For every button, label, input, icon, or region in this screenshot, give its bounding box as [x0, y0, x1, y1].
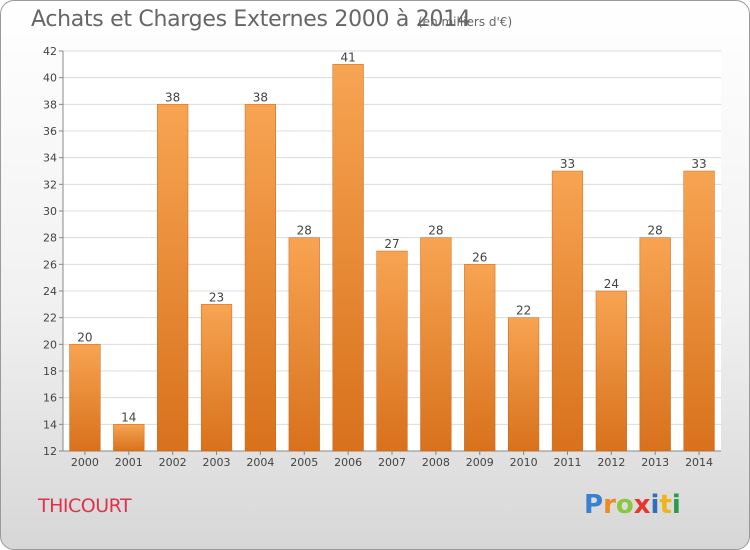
data-label-2013: 28 — [648, 224, 663, 238]
bar-2004 — [244, 104, 277, 452]
y-tick-label: 32 — [43, 178, 57, 191]
bar-2009 — [464, 264, 496, 452]
data-label-2012: 24 — [604, 277, 619, 291]
x-tick-label-2000: 2000 — [71, 456, 99, 469]
y-tick-label: 22 — [43, 312, 57, 325]
x-tick-label-2009: 2009 — [466, 456, 494, 469]
data-label-2002: 38 — [165, 90, 180, 104]
y-tick-label: 30 — [43, 205, 57, 218]
y-tick-label: 12 — [43, 445, 57, 458]
chart-subtitle: (en milliers d'€) — [418, 15, 513, 29]
y-tick-label: 28 — [43, 232, 57, 245]
data-label-2011: 33 — [560, 157, 575, 171]
x-tick-label-2007: 2007 — [378, 456, 406, 469]
logo-letter: o — [615, 490, 634, 520]
y-tick-label: 38 — [43, 98, 57, 111]
bar-2008 — [420, 237, 452, 452]
y-tick-label: 34 — [43, 152, 57, 165]
data-label-2005: 28 — [297, 224, 312, 238]
y-tick-label: 26 — [43, 258, 57, 271]
data-label-2009: 26 — [472, 250, 487, 264]
logo-letter: x — [633, 490, 651, 520]
x-tick-label-2001: 2001 — [115, 456, 143, 469]
logo-letter: i — [671, 490, 681, 520]
x-tick-label-2010: 2010 — [510, 456, 538, 469]
bar-2002 — [157, 104, 189, 452]
logo-letter: i — [650, 490, 660, 520]
data-label-2003: 23 — [209, 290, 224, 304]
x-tick-label-2011: 2011 — [553, 456, 581, 469]
logo-letter: r — [603, 490, 616, 520]
x-tick-label-2014: 2014 — [685, 456, 713, 469]
logo-letter: P — [584, 490, 604, 520]
data-label-2014: 33 — [691, 157, 706, 171]
y-tick-label: 16 — [43, 392, 57, 405]
bar-2006 — [332, 64, 364, 452]
x-tick-label-2008: 2008 — [422, 456, 450, 469]
data-label-2008: 28 — [428, 224, 443, 238]
bar-2014 — [683, 170, 715, 452]
town-name: THICOURT — [38, 495, 132, 517]
bar-2013 — [639, 237, 671, 452]
logo-letter: t — [659, 490, 672, 520]
bar-2003 — [200, 304, 233, 452]
x-tick-label-2002: 2002 — [159, 456, 187, 469]
bar-2012 — [595, 290, 627, 452]
x-tick-label-2012: 2012 — [597, 456, 625, 469]
bar-2005 — [288, 237, 320, 452]
data-label-2007: 27 — [384, 237, 399, 251]
data-label-2010: 22 — [516, 304, 531, 318]
data-label-2001: 14 — [121, 410, 136, 424]
y-tick-label: 20 — [43, 338, 57, 351]
proxiti-logo: Proxiti — [584, 490, 681, 520]
chart-title: Achats et Charges Externes 2000 à 2014 — [31, 7, 471, 32]
bar-2010 — [507, 317, 540, 452]
data-label-2000: 20 — [77, 330, 92, 344]
y-tick-label: 36 — [43, 125, 57, 138]
data-label-2006: 41 — [340, 50, 355, 64]
bar-2007 — [376, 250, 408, 452]
bar-2011 — [551, 170, 584, 452]
x-tick-label-2005: 2005 — [290, 456, 318, 469]
x-tick-label-2013: 2013 — [641, 456, 669, 469]
y-tick-label: 24 — [43, 285, 57, 298]
bar-2001 — [113, 424, 145, 452]
data-label-2004: 38 — [253, 90, 268, 104]
y-tick-label: 14 — [43, 418, 57, 431]
x-tick-label-2006: 2006 — [334, 456, 362, 469]
y-tick-label: 18 — [43, 365, 57, 378]
y-tick-label: 40 — [43, 72, 57, 85]
bar-2000 — [69, 344, 101, 452]
y-tick-label: 42 — [43, 45, 57, 58]
x-tick-label-2003: 2003 — [203, 456, 231, 469]
x-tick-label-2004: 2004 — [246, 456, 274, 469]
